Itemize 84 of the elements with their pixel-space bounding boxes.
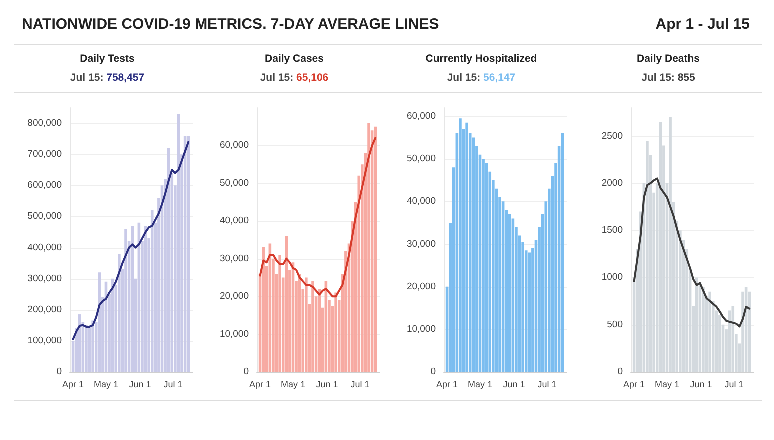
bar — [150, 210, 154, 372]
x-tick-label: Apr 1 — [624, 380, 646, 390]
line-series — [633, 178, 751, 328]
bar — [85, 325, 88, 372]
bar — [482, 159, 485, 372]
bar — [708, 292, 712, 372]
bar — [318, 289, 321, 372]
y-tick-label: 0 — [56, 366, 62, 378]
y-tick-label: 30,000 — [406, 238, 436, 250]
y-tick-label: 300,000 — [28, 273, 62, 284]
x-tick-label: Jun 1 — [690, 380, 712, 390]
bar — [92, 320, 94, 372]
x-tick-label: May 1 — [468, 380, 492, 390]
y-tick-label: 2500 — [602, 130, 623, 142]
chart-title: Daily Tests — [79, 53, 136, 65]
y-tick-label: 30,000 — [220, 253, 249, 264]
x-tick-label: Apr 1 — [436, 380, 458, 390]
bar — [334, 292, 338, 372]
y-tick-label: 500,000 — [28, 211, 62, 222]
bar — [118, 254, 121, 372]
x-tick-label: Jul 1 — [164, 380, 183, 390]
bar — [312, 281, 314, 372]
bar — [305, 278, 308, 372]
y-tick-label: 0 — [430, 366, 436, 378]
y-tick-label: 600,000 — [28, 180, 62, 192]
y-tick-label: 700,000 — [28, 149, 62, 160]
bar — [732, 306, 735, 372]
chart-subtitle: Jul 15: 758,457 — [70, 72, 145, 84]
bar — [131, 226, 134, 372]
chart-title: Currently Hospitalized — [424, 53, 538, 65]
y-tick-label: 10,000 — [220, 328, 249, 340]
text: Apr 1 - Jul 15 — [656, 16, 750, 33]
bar — [669, 117, 672, 372]
bar — [262, 248, 265, 372]
bar — [508, 214, 512, 372]
chart-title: Daily Deaths — [636, 53, 702, 65]
bar — [646, 141, 649, 372]
x-tick-label: Jul 1 — [724, 380, 744, 390]
x-tick-label: Apr 1 — [62, 380, 84, 390]
bar — [124, 229, 128, 372]
x-tick-label: Apr 1 — [250, 380, 272, 390]
bar — [187, 136, 190, 372]
x-tick-label: Jun 1 — [503, 380, 526, 390]
line-series — [259, 137, 377, 298]
y-tick-label: 0 — [244, 366, 249, 378]
y-tick-label: 800,000 — [28, 118, 62, 130]
x-tick-label: May 1 — [280, 380, 306, 390]
bar — [374, 126, 378, 372]
chart-subtitle: Jul 15: 56,147 — [447, 72, 516, 84]
x-tick-label: Jun 1 — [316, 380, 338, 390]
bar — [459, 118, 462, 372]
y-tick-label: 40,000 — [406, 196, 436, 208]
bar — [695, 278, 698, 372]
x-tick-label: May 1 — [654, 380, 680, 390]
y-tick-label: 2000 — [602, 178, 623, 189]
y-tick-label: 100,000 — [28, 335, 62, 346]
chart-title: Daily Cases — [264, 53, 325, 65]
x-tick-label: Jun 1 — [129, 380, 152, 390]
x-tick-label: Jul 1 — [350, 380, 370, 390]
y-tick-label: 1500 — [602, 225, 623, 236]
line-series — [72, 141, 190, 340]
bar — [278, 255, 282, 372]
chart-subtitle: Jul 15: 65,106 — [260, 72, 329, 84]
text: NATIONWIDE COVID-19 METRICS. 7-DAY AVERAGE LINES — [22, 16, 440, 33]
bar — [466, 122, 468, 372]
y-tick-label: 0 — [618, 366, 623, 378]
y-tick-label: 20,000 — [220, 291, 249, 302]
y-tick-label: 500 — [607, 319, 623, 330]
y-tick-label: 10,000 — [406, 324, 436, 335]
chart-subtitle: Jul 15: 855 — [642, 72, 696, 84]
y-tick-label: 60,000 — [220, 140, 249, 152]
y-tick-label: 50,000 — [220, 178, 249, 189]
bar — [78, 314, 82, 372]
y-tick-label: 60,000 — [406, 111, 436, 122]
x-tick-label: Jul 1 — [538, 380, 557, 390]
y-tick-label: 200,000 — [28, 304, 62, 316]
y-tick-label: 20,000 — [406, 281, 436, 292]
y-tick-label: 40,000 — [220, 216, 249, 227]
y-tick-label: 50,000 — [406, 154, 436, 165]
y-tick-label: 400,000 — [28, 242, 62, 254]
bar — [561, 134, 564, 372]
bar — [368, 123, 370, 372]
y-tick-label: 1000 — [602, 272, 623, 284]
x-tick-label: May 1 — [94, 380, 118, 390]
